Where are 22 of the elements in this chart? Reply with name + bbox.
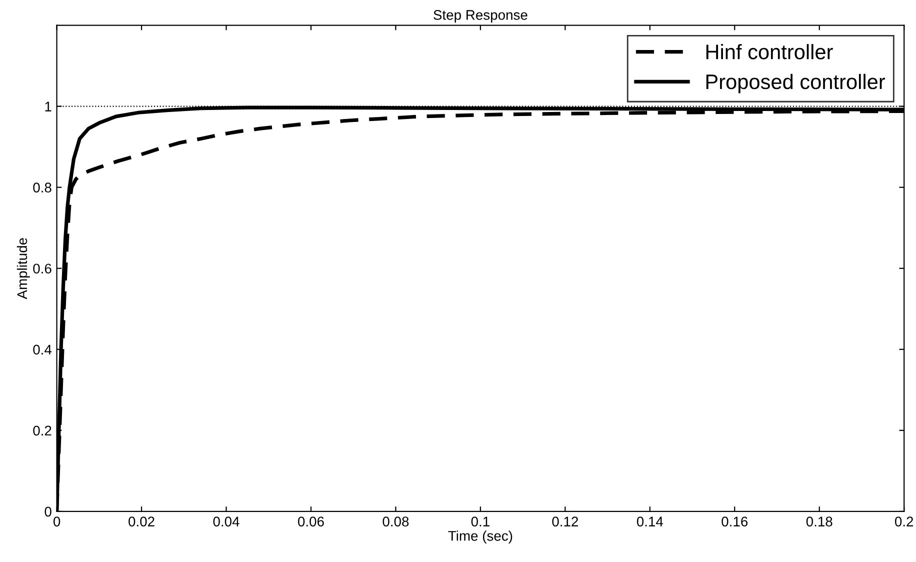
y-tick-label: 0.8 — [33, 182, 52, 193]
y-tick-label: 0.4 — [33, 344, 52, 355]
x-tick-label: 0.14 — [636, 516, 664, 526]
legend-label: Proposed controller — [706, 74, 886, 94]
y-axis-title: Amplitude — [16, 238, 30, 300]
x-tick-label: 0.2 — [894, 516, 914, 526]
chart-title: Step Response — [434, 10, 528, 23]
x-tick-label: 0.18 — [806, 516, 832, 526]
x-tick-label: 0.16 — [722, 516, 748, 526]
y-tick-label: 0.6 — [33, 264, 52, 274]
x-tick-label: 0.04 — [213, 516, 240, 526]
y-tick-label: 0 — [44, 506, 52, 517]
y-tick-label: 1 — [45, 102, 52, 112]
x-tick-label: 0.06 — [298, 516, 324, 526]
y-tick-label: 0.2 — [33, 426, 52, 436]
x-tick-label: 0.12 — [552, 516, 578, 526]
x-axis-title: Time (sec) — [448, 530, 512, 544]
x-tick-label: 0 — [53, 516, 60, 526]
x-tick-label: 0.02 — [128, 516, 154, 526]
legend-label: Hinf controller — [706, 44, 833, 60]
x-tick-label: 0.1 — [471, 516, 490, 526]
x-tick-label: 0.08 — [382, 516, 409, 526]
